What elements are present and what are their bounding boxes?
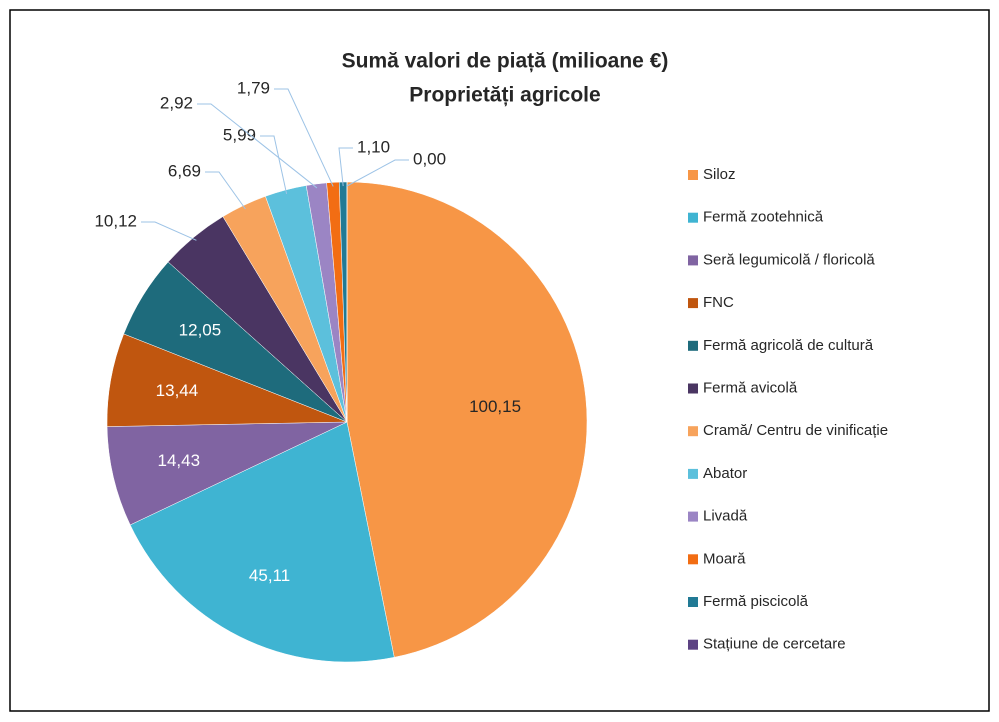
legend-label: Cramă/ Centru de vinificație <box>703 422 888 439</box>
leader-line <box>338 147 353 187</box>
legend-swatch <box>688 383 698 394</box>
data-label: 1,79 <box>237 78 270 97</box>
legend-label: Livadă <box>703 508 748 525</box>
data-label: 14,43 <box>158 451 201 470</box>
legend-swatch <box>688 340 698 351</box>
legend-swatch <box>688 639 698 650</box>
legend-label: Stațiune de cercetare <box>703 636 846 653</box>
data-label: 10,12 <box>94 211 137 230</box>
legend-swatch <box>688 597 698 607</box>
data-label: 0,00 <box>413 149 446 168</box>
chart-title: Sumă valori de piață (milioane €) <box>342 50 669 73</box>
data-label: 6,69 <box>168 161 201 180</box>
data-label: 5,99 <box>223 125 256 144</box>
legend-swatch <box>688 426 698 437</box>
data-label: 12,05 <box>179 321 222 340</box>
data-label: 45,11 <box>249 566 290 585</box>
pie-slice <box>129 421 395 663</box>
data-label: 2,92 <box>160 93 193 112</box>
legend-swatch <box>688 468 698 479</box>
data-label: 1,10 <box>357 137 390 156</box>
leader-line <box>205 171 246 210</box>
leader-line <box>274 88 334 187</box>
legend-label: Fermă zootehnică <box>703 209 824 226</box>
legend-label: Seră legumicolă / floricolă <box>703 251 875 268</box>
legend-label: FNC <box>703 294 734 311</box>
legend-label: Siloz <box>703 166 736 183</box>
leader-line <box>197 103 318 189</box>
legend-label: Moară <box>703 550 746 567</box>
data-label: 100,15 <box>469 397 521 416</box>
leader-line <box>260 135 288 194</box>
legend-swatch <box>688 170 698 180</box>
legend-label: Abator <box>703 465 747 482</box>
legend-label: Fermă avicolă <box>703 379 798 396</box>
legend-swatch <box>688 255 698 266</box>
legend-swatch <box>688 511 698 522</box>
leader-line <box>346 159 409 187</box>
data-label: 13,44 <box>156 381 199 400</box>
chart-subtitle: Proprietăți agricole <box>409 84 600 107</box>
pie-slice <box>346 181 588 658</box>
legend-label: Fermă piscicolă <box>703 593 809 610</box>
legend-swatch <box>688 554 698 565</box>
legend-label: Fermă agricolă de cultură <box>703 337 874 354</box>
legend-swatch <box>688 298 698 309</box>
legend-swatch <box>688 212 698 223</box>
leader-line <box>141 221 197 241</box>
